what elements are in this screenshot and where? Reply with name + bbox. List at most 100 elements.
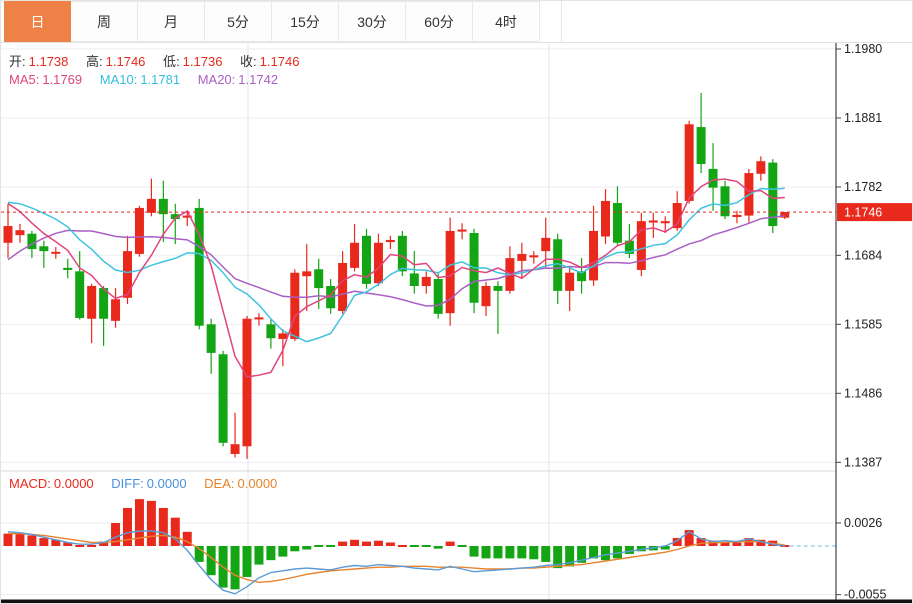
- tab-interval-1[interactable]: 周: [71, 1, 138, 42]
- macd-hist-bar: [27, 535, 37, 546]
- candle-body: [170, 214, 180, 220]
- price-tick-label: 1.1881: [844, 111, 882, 125]
- candle-body: [589, 230, 599, 281]
- macd-hist-bar: [636, 546, 646, 552]
- candle-body: [541, 237, 551, 252]
- macd-hist-bar: [684, 530, 694, 546]
- candle-body: [732, 214, 742, 217]
- candle-body: [51, 251, 61, 254]
- close-label: 收:: [240, 54, 257, 69]
- macd-hist-bar: [529, 546, 539, 560]
- price-tick-label: 1.1980: [844, 43, 882, 56]
- macd-hist-bar: [326, 545, 336, 547]
- macd-hist-bar: [123, 507, 132, 546]
- tab-interval-4[interactable]: 15分: [272, 1, 339, 42]
- macd-hist-bar: [421, 545, 431, 547]
- macd-hist-bar: [266, 546, 276, 561]
- price-tick-label: 1.1387: [844, 455, 882, 469]
- candle-body: [278, 333, 288, 339]
- tabbar-spacer: [540, 1, 562, 42]
- tab-interval-2[interactable]: 月: [138, 1, 205, 42]
- macd-hist-bar: [314, 545, 324, 547]
- tab-interval-6[interactable]: 60分: [406, 1, 473, 42]
- dea-value: 0.0000: [237, 476, 278, 491]
- price-tick-label: 1.1782: [844, 180, 882, 194]
- macd-hist-bar: [111, 523, 121, 546]
- macd-tick-label: 0.0026: [844, 516, 882, 530]
- candle-body: [194, 207, 204, 326]
- macd-hist-bar: [481, 546, 491, 559]
- macd-hist-bar: [660, 546, 670, 550]
- price-tick-label: 1.1684: [844, 248, 882, 262]
- tab-interval-0[interactable]: 日: [4, 1, 71, 42]
- chart-canvas[interactable]: 1.1980 1.1881 1.1782 1.1684 1.1585 1.1486 1.13…: [1, 43, 913, 604]
- macd-legend: MACD: 0.0000 DIFF: 0.0000 DEA: 0.0000: [9, 476, 280, 491]
- macd-hist-bar: [3, 533, 13, 546]
- diff-label: DIFF:: [111, 476, 144, 491]
- candle-body: [720, 186, 730, 217]
- macd-hist-bar: [696, 538, 706, 546]
- macd-hist-bar: [338, 541, 348, 546]
- macd-hist-bar: [134, 499, 144, 546]
- candle-body: [99, 288, 109, 319]
- ma10-label: MA10:: [99, 72, 138, 87]
- macd-hist-bar: [302, 546, 312, 550]
- tab-interval-5[interactable]: 30分: [339, 1, 406, 42]
- candle-body: [624, 240, 634, 254]
- macd-hist-bar: [445, 541, 455, 546]
- macd-hist-bar: [624, 546, 634, 554]
- macd-hist-bar: [158, 507, 168, 546]
- macd-label: MACD:: [9, 476, 51, 491]
- low-label: 低:: [163, 54, 180, 69]
- candle-body: [601, 200, 610, 237]
- candle-body: [421, 276, 431, 286]
- candle-body: [290, 272, 300, 339]
- macd-hist-bar: [720, 542, 730, 546]
- close-value: 1.1746: [259, 54, 300, 69]
- candle-body: [182, 215, 192, 218]
- ma5-line: [7, 178, 785, 378]
- candle-body: [636, 221, 646, 270]
- macd-hist-bar: [350, 539, 360, 546]
- ma10-value: 1.1781: [140, 72, 181, 87]
- current-price-badge-label: 1.1746: [844, 206, 882, 220]
- candle-body: [696, 127, 706, 165]
- candle-body: [111, 299, 121, 321]
- candle-body: [230, 444, 240, 454]
- macd-hist-bar: [469, 546, 479, 557]
- macd-hist-bar: [206, 546, 216, 576]
- candle-body: [87, 285, 97, 319]
- candle-body: [529, 255, 539, 258]
- candle-body: [397, 235, 407, 272]
- candle-body: [648, 220, 658, 223]
- candle-body: [15, 230, 25, 236]
- macd-hist-bar: [517, 546, 527, 559]
- candle-body: [314, 269, 324, 289]
- candle-body: [362, 235, 371, 284]
- candle-body: [302, 271, 312, 277]
- candle-body: [63, 267, 73, 270]
- dea-line: [8, 532, 785, 584]
- candle-body: [672, 203, 682, 229]
- macd-hist-bar: [242, 546, 252, 577]
- candle-body: [338, 262, 348, 312]
- macd-hist-bar: [182, 531, 192, 546]
- macd-hist-bar: [194, 546, 204, 562]
- macd-value: 0.0000: [53, 476, 94, 491]
- candle-body: [218, 354, 228, 443]
- tab-interval-3[interactable]: 5分: [205, 1, 272, 42]
- diff-value: 0.0000: [146, 476, 187, 491]
- dea-label: DEA:: [204, 476, 235, 491]
- macd-hist-bar: [254, 546, 264, 565]
- open-value: 1.1738: [28, 54, 69, 69]
- high-value: 1.1746: [105, 54, 146, 69]
- macd-hist-bar: [362, 541, 371, 546]
- candle-body: [577, 271, 587, 282]
- candle-body: [768, 162, 778, 227]
- macd-hist-bar: [87, 545, 97, 547]
- macd-hist-bar: [565, 546, 575, 567]
- candle-body: [242, 318, 252, 447]
- macd-hist-bar: [732, 542, 742, 546]
- tab-interval-7[interactable]: 4时: [473, 1, 540, 42]
